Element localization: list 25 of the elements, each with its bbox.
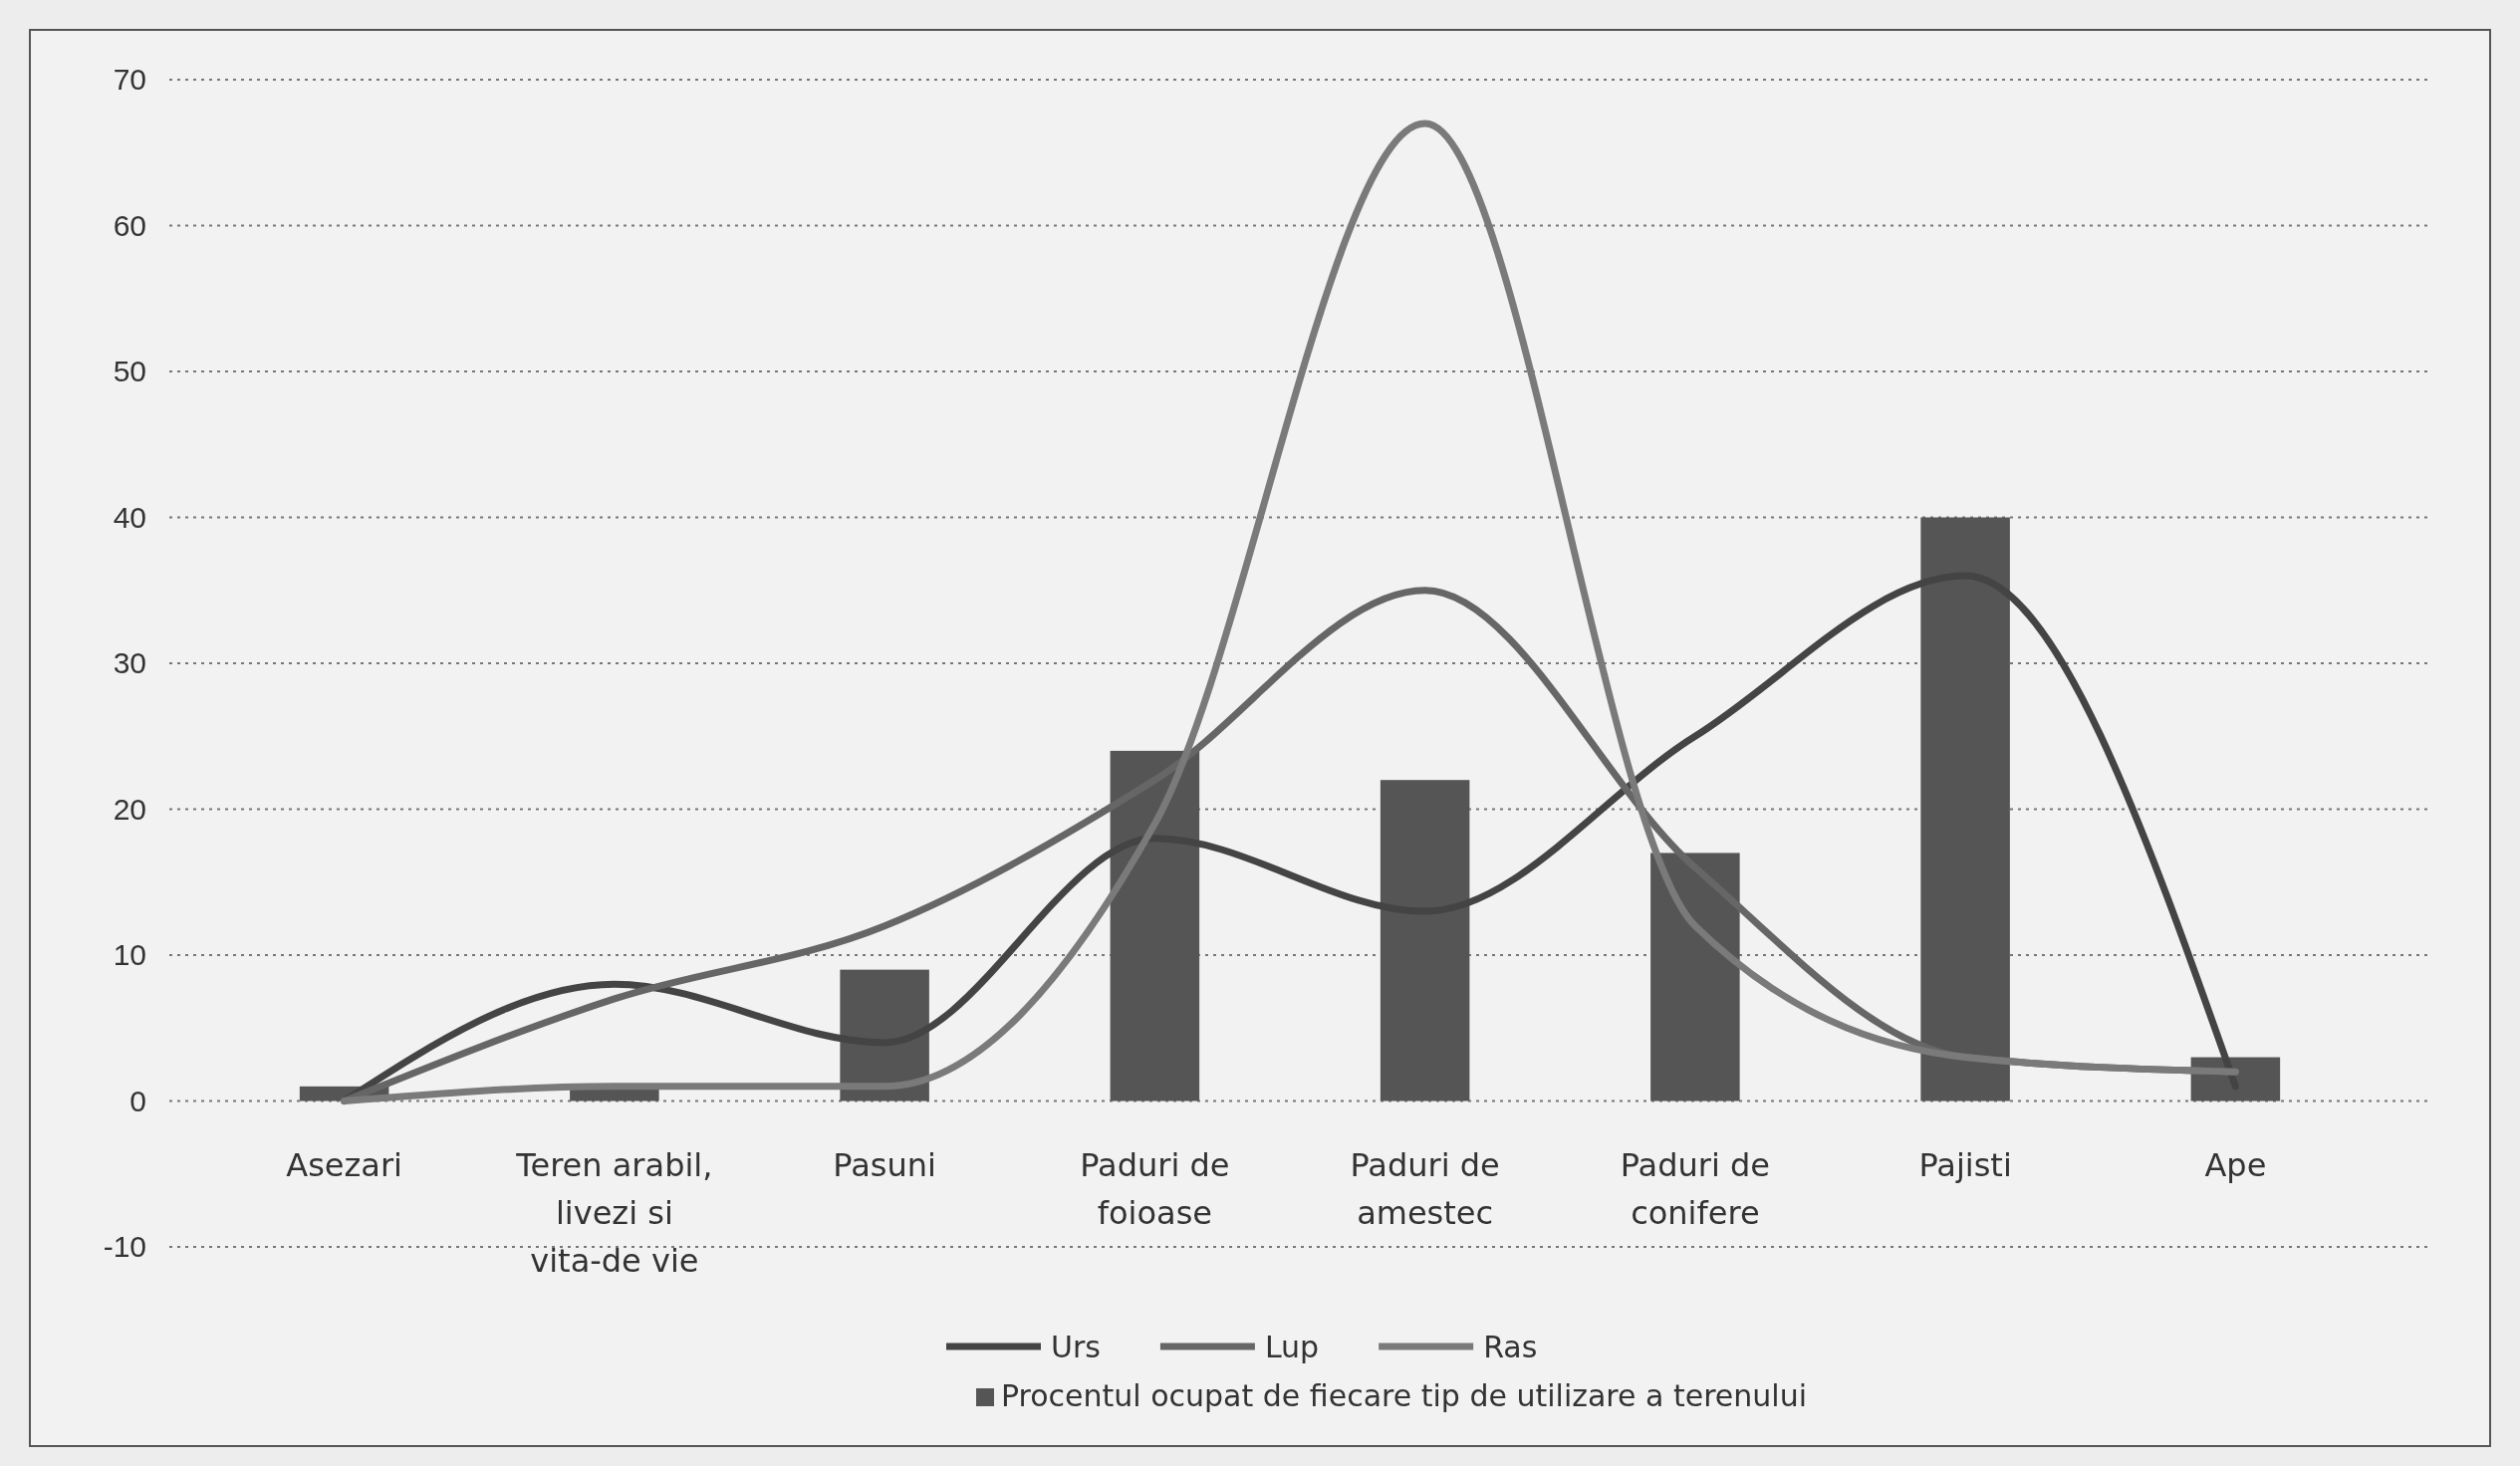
bar (1650, 853, 1740, 1101)
y-tick-label: 20 (113, 792, 146, 826)
y-tick-label: 40 (113, 500, 146, 534)
y-tick-label: 60 (113, 208, 146, 242)
bar (1110, 750, 1200, 1101)
legend-label: Ras (1483, 1330, 1538, 1364)
x-tick-label: Paduri de conifere (1620, 1145, 1771, 1232)
legend-label: Lup (1264, 1330, 1320, 1364)
x-tick-label: Paduri de amestec (1350, 1145, 1500, 1232)
y-tick-label: 10 (113, 938, 146, 972)
x-tick-label: Teren arabil, livezi si vita-de vie (515, 1145, 713, 1280)
y-tick-label: 0 (129, 1084, 146, 1117)
x-tick-label: Pasuni (833, 1145, 936, 1184)
y-tick-label: 30 (113, 646, 146, 680)
x-tick-label: Pajisti (1918, 1145, 2012, 1184)
y-tick-label: 50 (113, 355, 146, 388)
x-tick-label: Ape (2204, 1145, 2267, 1184)
legend-label: Procentul ocupat de fiecare tip de utilizare a terenului (1001, 1378, 1808, 1413)
y-tick-label: 70 (113, 63, 146, 97)
x-tick-label: Asezari (286, 1145, 402, 1184)
legend-label: Urs (1051, 1330, 1101, 1364)
x-tick-label: Paduri de foioase (1080, 1145, 1230, 1232)
bar (1380, 780, 1470, 1101)
bar (1920, 517, 2010, 1101)
y-tick-label: -10 (103, 1230, 146, 1264)
